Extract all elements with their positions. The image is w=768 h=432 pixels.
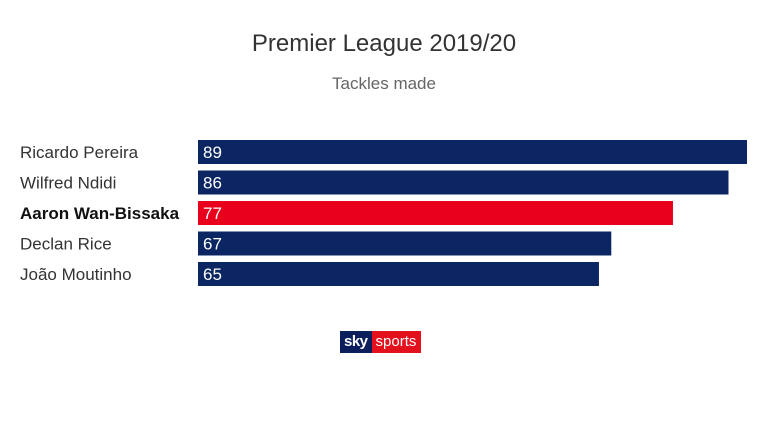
chart-title: Premier League 2019/20 [251, 30, 517, 57]
category-label-joao-moutinho: João Moutinho [20, 265, 132, 284]
value-label-ricardo-pereira: 89 [203, 143, 222, 162]
value-label-joao-moutinho: 65 [203, 265, 222, 284]
category-label-aaron-wan-bissaka: Aaron Wan-Bissaka [20, 204, 180, 223]
chart-subtitle: Tackles made [332, 74, 436, 93]
bar-wilfred-ndidi [198, 170, 729, 195]
bar-declan-rice [198, 231, 612, 256]
sky-sports-logo: sky sports [340, 331, 422, 353]
category-label-declan-rice: Declan Rice [20, 235, 112, 254]
value-label-wilfred-ndidi: 86 [203, 174, 222, 193]
category-label-ricardo-pereira: Ricardo Pereira [20, 143, 139, 162]
bar-aaron-wan-bissaka [198, 201, 673, 225]
value-label-declan-rice: 67 [203, 235, 222, 254]
logo-sky-text: sky [340, 331, 372, 353]
bar-ricardo-pereira [198, 140, 747, 164]
bar-joao-moutinho [198, 262, 599, 286]
category-label-wilfred-ndidi: Wilfred Ndidi [20, 174, 116, 193]
value-label-aaron-wan-bissaka: 77 [203, 204, 222, 223]
logo-sports-text: sports [371, 331, 422, 353]
